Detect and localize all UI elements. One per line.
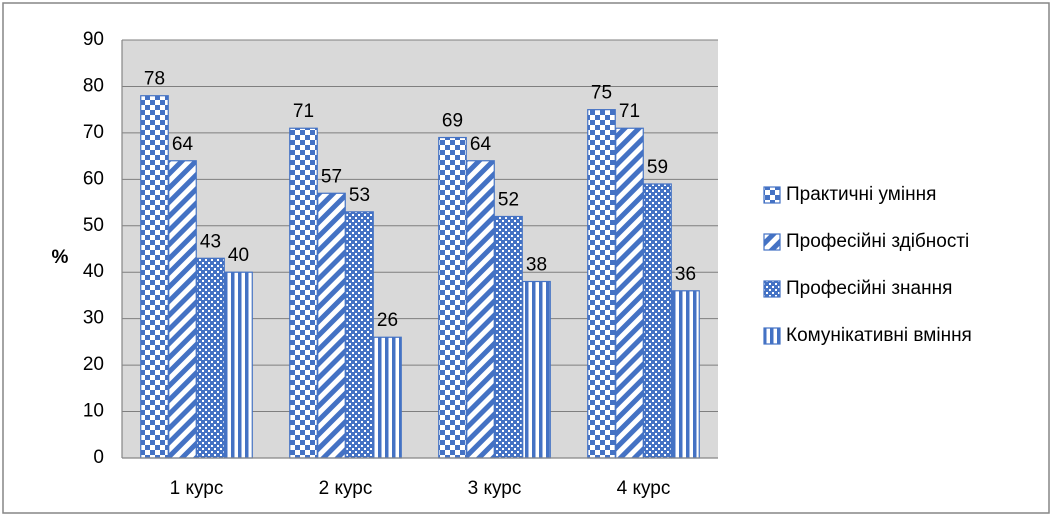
bar <box>615 127 644 459</box>
bars <box>140 95 700 459</box>
data-label: 43 <box>200 231 221 252</box>
bar <box>140 95 169 459</box>
legend-label: Професійні знання <box>786 278 952 299</box>
legend-item: Практичні уміння <box>763 184 936 205</box>
data-label: 64 <box>172 134 194 155</box>
bar <box>373 336 402 459</box>
legend-label: Практичні уміння <box>786 184 936 205</box>
legend-swatch <box>763 186 781 204</box>
x-tick-label: 1 курс <box>170 478 224 499</box>
bar <box>494 215 523 459</box>
data-label: 53 <box>349 185 370 206</box>
y-tick-label: 60 <box>83 168 104 189</box>
bar <box>587 109 616 459</box>
data-label: 78 <box>144 69 165 90</box>
bar <box>345 211 374 459</box>
legend-swatch <box>763 327 781 345</box>
legend-item: Професійні здібності <box>763 231 969 252</box>
bar <box>643 183 672 459</box>
y-tick-label: 90 <box>83 29 104 50</box>
data-label: 69 <box>442 111 463 132</box>
y-tick-label: 80 <box>83 75 104 96</box>
data-label: 71 <box>293 101 314 122</box>
x-tick-label: 4 курс <box>617 478 671 499</box>
data-label: 71 <box>619 101 640 122</box>
data-label: 52 <box>498 189 519 210</box>
bar <box>168 160 197 459</box>
legend-label: Комунікативні вміння <box>786 325 972 346</box>
x-tick-label: 3 курс <box>468 478 522 499</box>
data-label: 64 <box>470 134 492 155</box>
data-label: 59 <box>647 157 668 178</box>
y-tick-label: 70 <box>83 122 104 143</box>
axes: 0 10 20 30 40 50 60 70 80 90 1 курс 2 курс 3 курс 4 к… <box>83 29 718 499</box>
y-tick-label: 50 <box>83 215 104 236</box>
data-label: 57 <box>321 166 342 187</box>
data-label: 26 <box>377 310 398 331</box>
y-axis-label: % <box>52 247 69 268</box>
x-tick-label: 2 курс <box>319 478 373 499</box>
bar <box>671 290 700 459</box>
legend-label: Професійні здібності <box>786 231 969 252</box>
data-label: 36 <box>675 264 696 285</box>
legend: Практичні уміння Професійні здібності Проф… <box>763 184 972 346</box>
bar <box>289 127 318 459</box>
legend-swatch <box>763 280 781 298</box>
data-label: 75 <box>591 83 612 104</box>
bar <box>317 192 346 459</box>
legend-swatch <box>763 233 781 251</box>
bar <box>522 280 551 459</box>
bar <box>438 136 467 459</box>
y-tick-label: 30 <box>83 308 104 329</box>
bar <box>196 257 225 459</box>
bar <box>224 271 253 459</box>
legend-item: Професійні знання <box>763 278 952 299</box>
bar <box>466 160 495 459</box>
y-tick-label: 10 <box>83 401 104 422</box>
legend-item: Комунікативні вміння <box>763 325 972 346</box>
data-label: 40 <box>228 245 249 266</box>
y-tick-label: 20 <box>83 354 104 375</box>
data-label: 38 <box>526 255 547 276</box>
data-labels: 78 64 43 40 71 57 53 26 69 64 52 38 75 71 59 36 <box>144 69 696 332</box>
y-tick-label: 40 <box>83 261 104 282</box>
y-tick-label: 0 <box>93 447 104 468</box>
